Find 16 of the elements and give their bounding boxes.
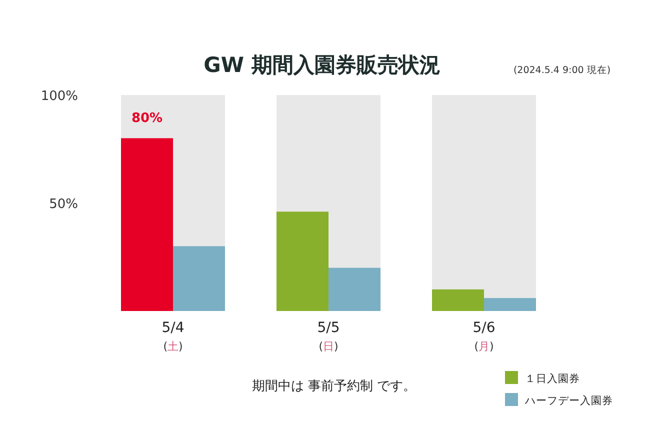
x-tick-label: 5/4 (土) — [162, 320, 184, 353]
text: (2024.5.4 9:00 現在) — [513, 64, 611, 76]
bar — [328, 268, 380, 311]
bar — [432, 289, 484, 311]
y-tick-label: 100% — [40, 89, 78, 104]
y-tick-label: 50% — [49, 197, 78, 212]
x-tick-label: 5/6 (月) — [472, 320, 496, 353]
text: 期間中は 事前予約制 です。 — [252, 379, 416, 394]
x-tick-label: 5/5 (日) — [317, 320, 340, 353]
bar — [484, 298, 536, 311]
legend-label: ハーフデー入園券 — [524, 394, 613, 407]
data-label: 80% — [131, 111, 163, 126]
legend-label: １日入園券 — [525, 372, 580, 385]
bar — [173, 246, 225, 311]
bar — [276, 212, 328, 311]
chart-title: GW 期間入園券販売状況 — [204, 53, 440, 77]
